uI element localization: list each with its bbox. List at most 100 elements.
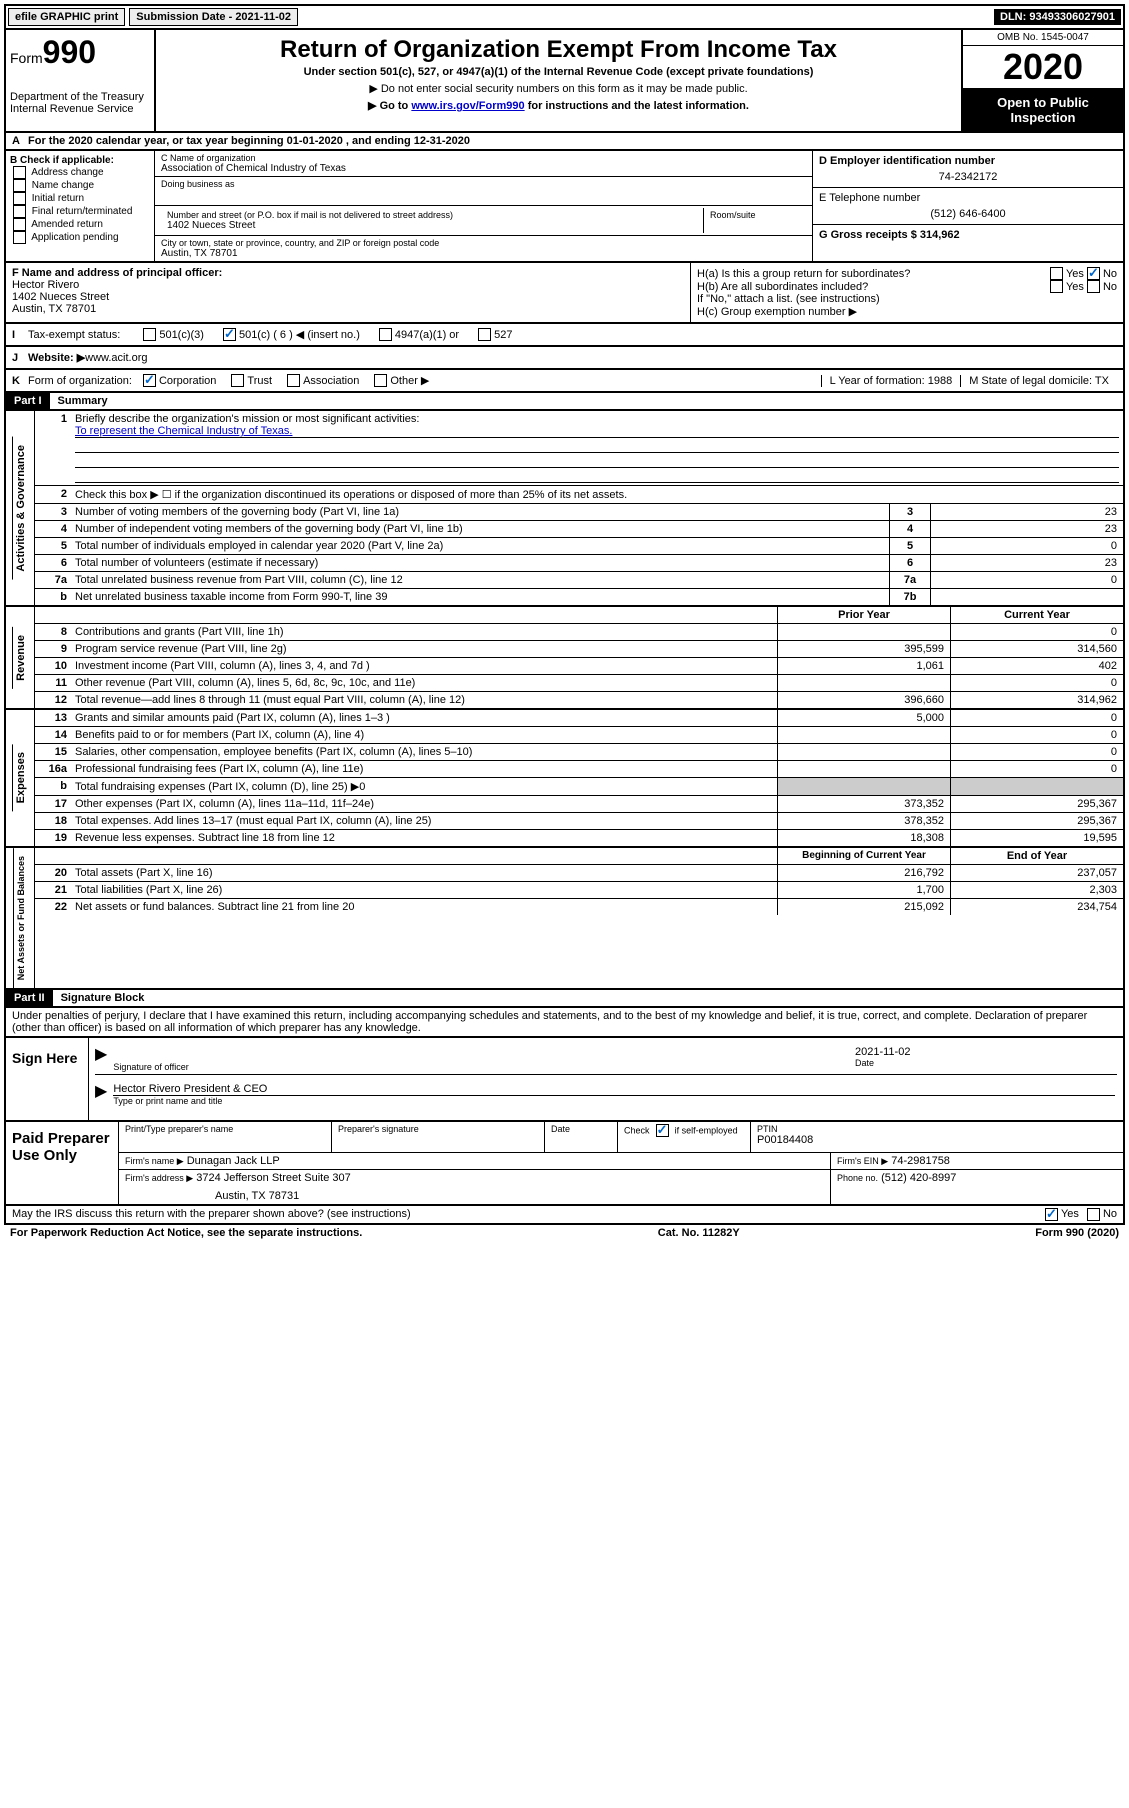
exp-cur-5: 295,367: [950, 796, 1123, 812]
irs-link[interactable]: www.irs.gov/Form990: [411, 100, 524, 112]
k-assoc-checkbox[interactable]: [287, 374, 300, 387]
discuss-yes-checkbox[interactable]: [1045, 1208, 1058, 1221]
k-opt0: Corporation: [159, 375, 216, 387]
city-label: City or town, state or province, country…: [161, 238, 806, 248]
hb-yes-checkbox[interactable]: [1050, 280, 1063, 293]
firm-phone: (512) 420-8997: [881, 1172, 956, 1184]
rev-prior-1: 395,599: [777, 641, 950, 657]
paperwork-notice: For Paperwork Reduction Act Notice, see …: [10, 1227, 362, 1239]
j-text: Website: ▶: [28, 351, 85, 364]
ag-val-1: 23: [930, 521, 1123, 537]
officer-name: Hector Rivero: [12, 279, 684, 291]
header-center: Return of Organization Exempt From Incom…: [156, 30, 961, 131]
rev-cur-1: 314,560: [950, 641, 1123, 657]
i-opt3: 4947(a)(1) or: [395, 329, 459, 341]
ag-val-2: 0: [930, 538, 1123, 554]
net-cur-1: 2,303: [950, 882, 1123, 898]
name-cell: C Name of organization Association of Ch…: [155, 151, 812, 177]
street-value: 1402 Nueces Street: [167, 220, 697, 231]
exp-prior-5: 373,352: [777, 796, 950, 812]
exp-prior-7: 18,308: [777, 830, 950, 846]
b-checkbox-5[interactable]: [13, 231, 26, 244]
form-label: Form: [10, 50, 43, 66]
rev-desc-0: Contributions and grants (Part VIII, lin…: [71, 624, 777, 640]
efile-button[interactable]: efile GRAPHIC print: [8, 8, 125, 26]
prep-date-label: Date: [551, 1124, 611, 1134]
ha-yes-checkbox[interactable]: [1050, 267, 1063, 280]
ha-label: H(a) Is this a group return for subordin…: [697, 268, 1047, 280]
exp-num-0: 13: [35, 710, 71, 726]
row-k: K Form of organization: Corporation Trus…: [4, 370, 1125, 393]
prep-print-label: Print/Type preparer's name: [125, 1124, 325, 1134]
phone-value: (512) 646-6400: [819, 208, 1117, 220]
ag-num-0: 3: [35, 504, 71, 520]
q1-value[interactable]: To represent the Chemical Industry of Te…: [75, 425, 1119, 438]
q2-num: 2: [35, 486, 71, 503]
ha-no-checkbox[interactable]: [1087, 267, 1100, 280]
tax-year: 2020: [963, 46, 1123, 89]
self-employed-checkbox[interactable]: [656, 1124, 669, 1137]
i-501c-checkbox[interactable]: [223, 328, 236, 341]
arrow-icon: ▶: [95, 1044, 107, 1074]
exp-desc-7: Revenue less expenses. Subtract line 18 …: [71, 830, 777, 846]
prep-check-text: if self-employed: [675, 1126, 738, 1136]
b-checkbox-2[interactable]: [13, 192, 26, 205]
firm-addr-label: Firm's address ▶: [125, 1173, 193, 1183]
k-opt1: Trust: [247, 375, 272, 387]
col-b: B Check if applicable: Address change Na…: [6, 151, 155, 261]
i-527-checkbox[interactable]: [478, 328, 491, 341]
omb-number: OMB No. 1545-0047: [963, 30, 1123, 46]
i-501c3-checkbox[interactable]: [143, 328, 156, 341]
topbar: efile GRAPHIC print Submission Date - 20…: [4, 4, 1125, 30]
row-j: J Website: ▶ www.acit.org: [4, 347, 1125, 370]
exp-num-7: 19: [35, 830, 71, 846]
prep-check-label: Check: [624, 1126, 650, 1136]
i-4947-checkbox[interactable]: [379, 328, 392, 341]
no-label: No: [1103, 268, 1117, 280]
submission-date: Submission Date - 2021-11-02: [129, 8, 298, 26]
l-year: L Year of formation: 1988: [821, 375, 961, 387]
ag-num-5: b: [35, 589, 71, 605]
discuss-no: No: [1103, 1208, 1117, 1221]
k-opt2: Association: [303, 375, 359, 387]
vtext-rev: Revenue: [12, 627, 29, 689]
vtext-net: Net Assets or Fund Balances: [13, 848, 28, 988]
irs-label: Internal Revenue Service: [10, 103, 150, 115]
exp-num-3: 16a: [35, 761, 71, 777]
end-year-header: End of Year: [950, 848, 1123, 864]
i-opt1: 501(c)(3): [159, 329, 204, 341]
ptin-value: P00184408: [757, 1134, 1117, 1146]
exp-desc-0: Grants and similar amounts paid (Part IX…: [71, 710, 777, 726]
discuss-yes: Yes: [1061, 1208, 1079, 1221]
rev-desc-4: Total revenue—add lines 8 through 11 (mu…: [71, 692, 777, 708]
exp-num-6: 18: [35, 813, 71, 829]
discuss-no-checkbox[interactable]: [1087, 1208, 1100, 1221]
rev-cur-4: 314,962: [950, 692, 1123, 708]
b-item-3: Final return/terminated: [32, 206, 133, 217]
rev-num-4: 12: [35, 692, 71, 708]
k-other-checkbox[interactable]: [374, 374, 387, 387]
exp-prior-6: 378,352: [777, 813, 950, 829]
part1-title: Summary: [50, 393, 116, 409]
officer-city: Austin, TX 78701: [12, 303, 684, 315]
hb-no-checkbox[interactable]: [1087, 280, 1100, 293]
form-number: 990: [43, 34, 96, 70]
current-year-header: Current Year: [950, 607, 1123, 623]
b-checkbox-4[interactable]: [13, 218, 26, 231]
part2-header-row: Part II Signature Block: [4, 990, 1125, 1008]
rev-desc-2: Investment income (Part VIII, column (A)…: [71, 658, 777, 674]
exp-prior-3: [777, 761, 950, 777]
firm-ein-label: Firm's EIN ▶: [837, 1156, 888, 1166]
ptin-label: PTIN: [757, 1124, 1117, 1134]
i-text: Tax-exempt status:: [28, 329, 120, 341]
b-checkbox-0[interactable]: [13, 166, 26, 179]
open-public-label: Open to Public Inspection: [963, 89, 1123, 131]
k-trust-checkbox[interactable]: [231, 374, 244, 387]
b-checkbox-3[interactable]: [13, 205, 26, 218]
k-corp-checkbox[interactable]: [143, 374, 156, 387]
b-checkbox-1[interactable]: [13, 179, 26, 192]
net-num-0: 20: [35, 865, 71, 881]
ein-cell: D Employer identification number 74-2342…: [813, 151, 1123, 188]
rev-prior-3: [777, 675, 950, 691]
q1-num: 1: [35, 411, 71, 485]
